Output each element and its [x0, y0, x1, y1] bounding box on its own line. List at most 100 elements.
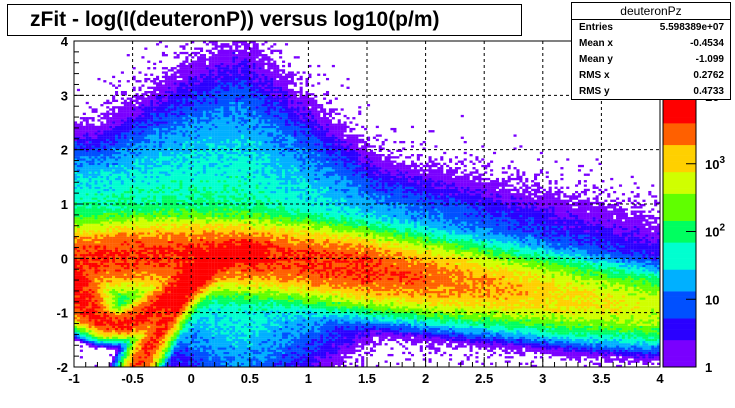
heatmap-cell	[150, 253, 154, 257]
heatmap-cell	[82, 210, 86, 213]
heatmap-cell	[179, 206, 183, 209]
heatmap-cell	[188, 184, 192, 187]
heatmap-cell	[158, 182, 163, 185]
heatmap-cell	[164, 93, 168, 96]
heatmap-cell	[179, 147, 183, 150]
heatmap-cell	[115, 112, 119, 116]
heatmap-cell	[158, 232, 163, 235]
heatmap-cell	[167, 112, 171, 116]
heatmap-cell	[185, 90, 189, 94]
heatmap-cell	[115, 173, 119, 176]
heatmap-cell	[74, 173, 78, 176]
heatmap-cell	[132, 127, 136, 131]
heatmap-cell	[179, 88, 183, 92]
heatmap-cell	[173, 223, 177, 226]
heatmap-cell	[126, 177, 130, 181]
heatmap-cell	[74, 243, 78, 246]
heatmap-cell	[120, 260, 124, 263]
heatmap-cell	[138, 349, 142, 352]
heatmap-cell	[185, 334, 189, 337]
heatmap-cell	[173, 132, 177, 135]
heatmap-cell	[76, 221, 81, 224]
heatmap-cell	[117, 349, 122, 352]
heatmap-cell	[85, 190, 89, 194]
heatmap-cell	[141, 234, 145, 237]
heatmap-cell	[79, 140, 83, 144]
heatmap-cell	[176, 127, 180, 131]
heatmap-cell	[158, 269, 163, 272]
heatmap-cell	[120, 249, 124, 252]
heatmap-cell	[129, 240, 133, 244]
heatmap-cell	[115, 138, 119, 142]
heatmap-cell	[135, 108, 139, 111]
heatmap-cell	[76, 210, 81, 213]
heatmap-cell	[135, 175, 139, 179]
heatmap-cell	[173, 114, 177, 118]
heatmap-cell	[126, 127, 130, 131]
heatmap-cell	[161, 358, 165, 361]
heatmap-cell	[123, 332, 127, 335]
heatmap-cell	[120, 243, 124, 246]
heatmap-cell	[132, 258, 136, 261]
heatmap-cell	[88, 223, 92, 226]
heatmap-cell	[88, 284, 92, 287]
heatmap-cell	[150, 332, 154, 335]
heatmap-cell	[135, 238, 139, 242]
heatmap-cell	[117, 177, 122, 181]
heatmap-cell	[103, 171, 107, 174]
heatmap-cell	[182, 171, 186, 174]
heatmap-cell	[132, 345, 136, 348]
heatmap-cell	[82, 154, 86, 157]
heatmap-cell	[158, 121, 163, 124]
heatmap-cell	[109, 334, 113, 337]
heatmap-cell	[132, 160, 136, 163]
heatmap-cell	[88, 175, 92, 179]
heatmap-cell	[85, 299, 89, 302]
heatmap-cell	[150, 312, 154, 315]
heatmap-cell	[88, 288, 92, 292]
heatmap-cell	[115, 351, 119, 355]
heatmap-cell	[153, 308, 157, 311]
heatmap-cell	[179, 334, 183, 337]
heatmap-cell	[153, 349, 157, 352]
heatmap-cell	[109, 143, 113, 146]
heatmap-cell	[144, 343, 148, 346]
heatmap-cell	[158, 206, 163, 209]
heatmap-cell	[132, 156, 136, 159]
heatmap-cell	[97, 147, 101, 150]
heatmap-cell	[79, 299, 83, 302]
heatmap-cell	[79, 288, 83, 292]
heatmap-cell	[141, 171, 145, 174]
heatmap-cell	[74, 147, 78, 150]
heatmap-cell	[156, 214, 160, 218]
heatmap-cell	[109, 262, 113, 265]
heatmap-cell	[164, 136, 168, 139]
heatmap-cell	[182, 45, 186, 48]
heatmap-cell	[135, 160, 139, 163]
heatmap-cell	[173, 117, 177, 120]
heatmap-cell	[85, 208, 89, 211]
heatmap-cell	[85, 264, 89, 268]
heatmap-cell	[188, 236, 192, 239]
heatmap-cell	[144, 140, 148, 144]
heatmap-cell	[161, 186, 165, 189]
heatmap-cell	[129, 177, 133, 181]
heatmap-cell	[144, 360, 148, 363]
heatmap-cell	[109, 314, 113, 318]
heatmap-cell	[91, 234, 95, 237]
heatmap-cell	[79, 167, 83, 170]
heatmap-cell	[129, 327, 133, 331]
heatmap-cell	[144, 356, 148, 359]
heatmap-cell	[185, 312, 189, 315]
heatmap-cell	[76, 145, 81, 148]
heatmap-cell	[176, 143, 180, 146]
heatmap-cell	[94, 262, 98, 265]
heatmap-cell	[156, 323, 160, 326]
heatmap-cell	[103, 145, 107, 148]
heatmap-cell	[158, 110, 163, 113]
heatmap-cell	[132, 314, 136, 318]
heatmap-cell	[129, 221, 133, 224]
heatmap-cell	[147, 290, 151, 294]
heatmap-cell	[170, 251, 174, 255]
heatmap-cell	[170, 332, 174, 335]
